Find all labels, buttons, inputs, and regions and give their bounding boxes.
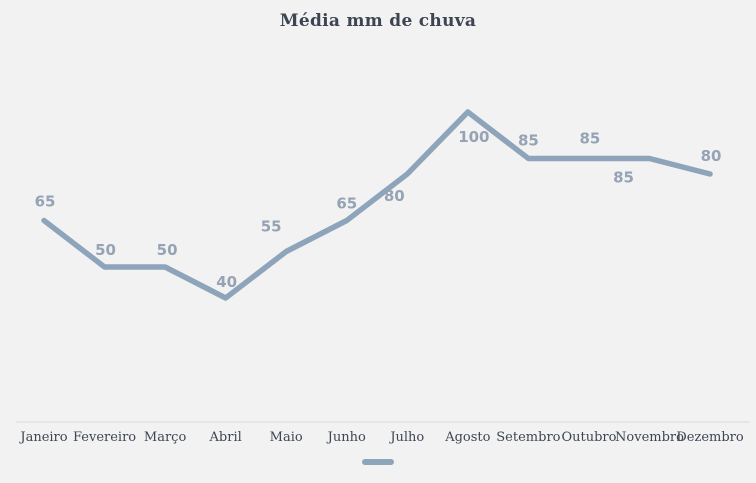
data-label: 65	[336, 195, 357, 213]
x-axis-label: Julho	[388, 430, 424, 445]
x-axis-label: Novembro	[615, 430, 684, 445]
data-label: 85	[580, 130, 601, 148]
data-label: 65	[35, 193, 56, 211]
x-axis-label: Fevereiro	[73, 430, 136, 445]
x-axis-label: Janeiro	[18, 430, 67, 445]
data-label: 40	[216, 273, 237, 291]
data-label: 50	[157, 241, 178, 259]
data-label: 100	[458, 128, 489, 146]
x-axis-label: Agosto	[444, 430, 490, 445]
x-axis-label: Junho	[326, 430, 366, 445]
series-line	[41, 109, 713, 301]
x-axis-label: Outubro	[561, 430, 616, 445]
legend-series-marker	[362, 459, 394, 465]
data-label: 80	[384, 187, 405, 205]
data-label: 85	[518, 132, 539, 150]
data-label: 50	[95, 241, 116, 259]
data-label: 85	[613, 169, 634, 187]
x-axis-label: Dezembro	[676, 430, 744, 445]
x-axis-label: Abril	[209, 430, 242, 445]
x-axis-label: Março	[144, 430, 187, 445]
data-label: 80	[701, 147, 722, 165]
x-axis-label: Setembro	[496, 430, 560, 445]
data-label: 55	[261, 218, 282, 236]
x-axis-label: Maio	[270, 430, 303, 445]
chart-title: Média mm de chuva	[279, 11, 477, 31]
